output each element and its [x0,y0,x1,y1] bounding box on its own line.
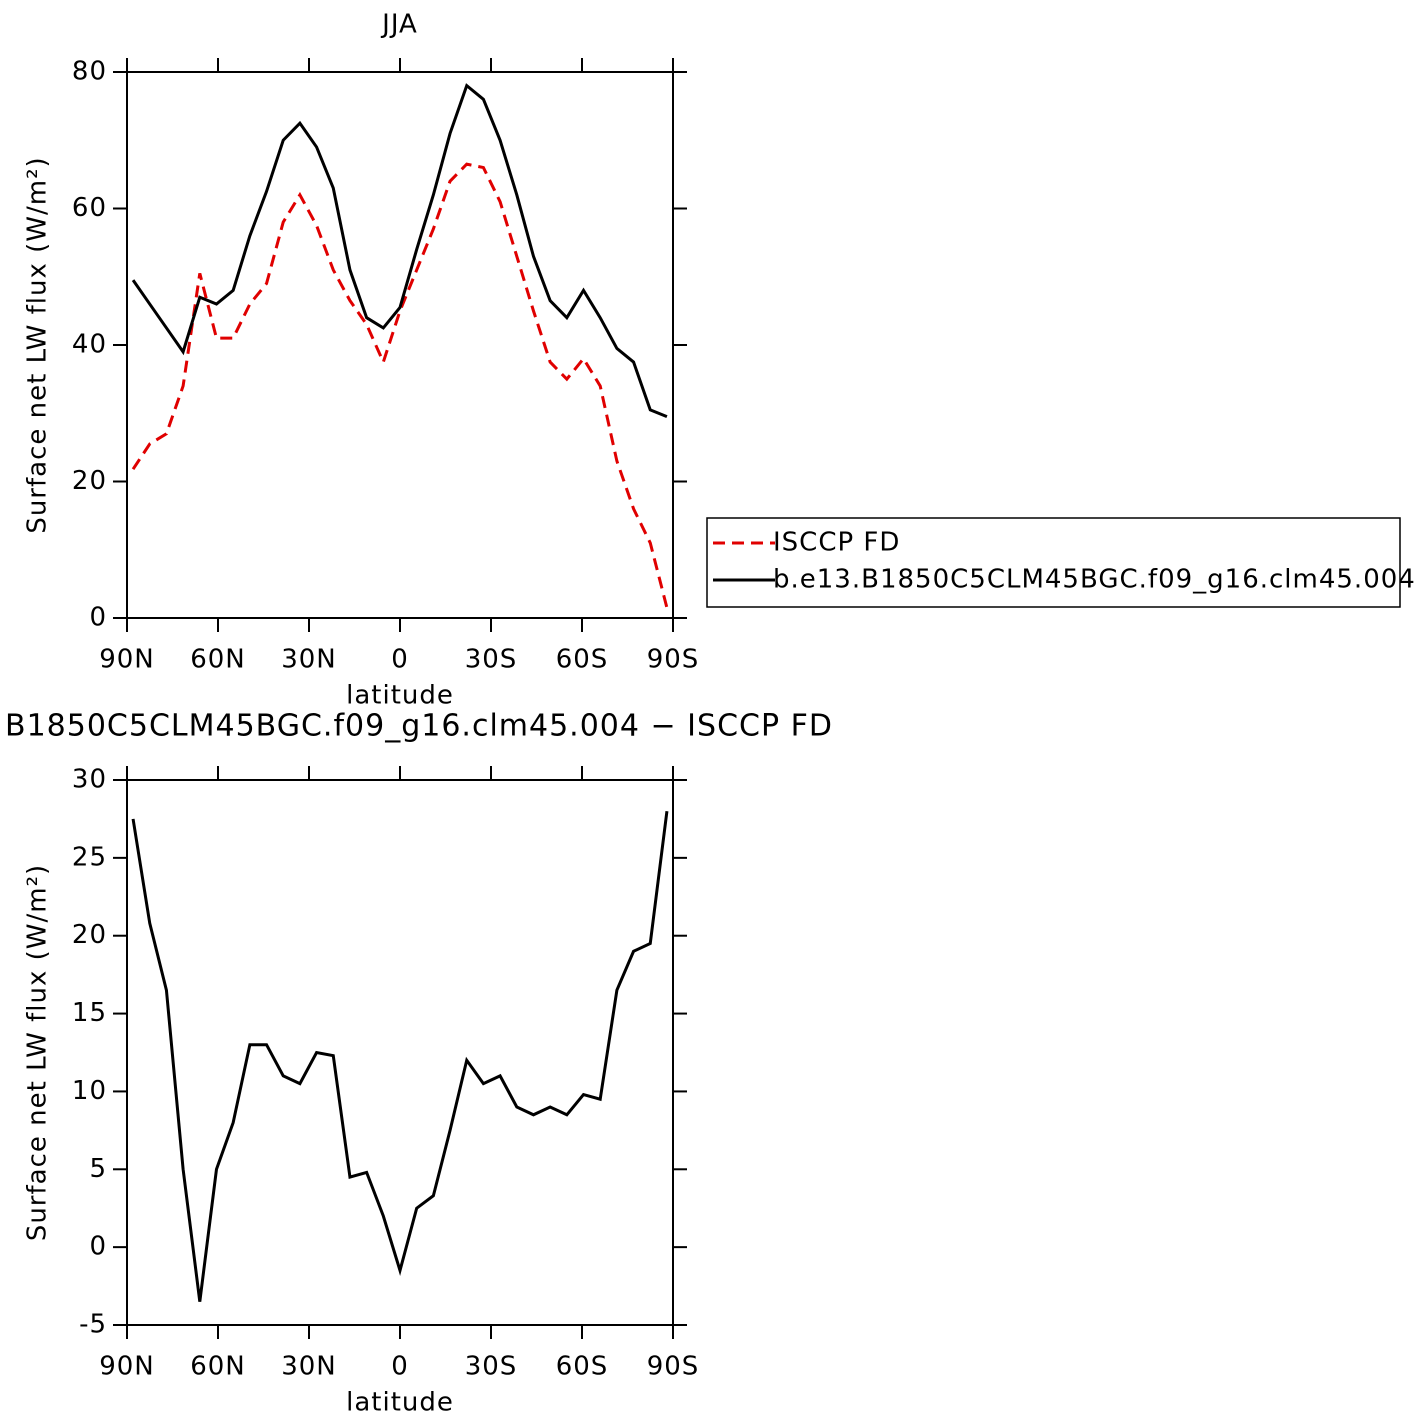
y-tick-label: 15 [72,998,107,1028]
x-tick-label: 0 [391,645,409,675]
y-tick-label: 60 [72,193,107,223]
series-line [131,162,669,609]
x-tick-label: 60S [556,645,609,675]
y-tick-label: 0 [89,603,107,633]
x-tick-label: 60S [556,1352,609,1382]
chart-title: JJA [380,10,418,40]
y-tick-label: 40 [72,330,107,360]
legend-label: ISCCP FD [773,528,900,558]
x-tick-label: 90S [647,645,700,675]
x-tick-label: 60N [190,1352,246,1382]
y-axis-label: Surface net LW flux (W/m²) [23,864,53,1241]
x-tick-label: 60N [190,645,246,675]
x-tick-label: 30S [465,1352,518,1382]
y-tick-label: 5 [89,1154,107,1184]
x-tick-label: 90S [647,1352,700,1382]
x-axis-label: latitude [346,1388,454,1418]
x-tick-label: 0 [391,1352,409,1382]
y-tick-label: 25 [72,842,107,872]
plot-frame [126,779,674,1326]
y-tick-label: 0 [89,1232,107,1262]
y-tick-label: -5 [79,1310,107,1340]
chart-title: B1850C5CLM45BGC.f09_g16.clm45.004 − ISCC… [5,709,833,744]
y-tick-label: 10 [72,1076,107,1106]
x-tick-label: 90N [99,645,155,675]
y-tick-label: 20 [72,920,107,950]
y-axis-label: Surface net LW flux (W/m²) [23,156,53,533]
x-tick-label: 30N [281,645,337,675]
x-axis-label: latitude [346,681,454,711]
series-line [131,83,668,419]
x-tick-label: 30N [281,1352,337,1382]
x-tick-label: 90N [99,1352,155,1382]
legend-label: b.e13.B1850C5CLM45BGC.f09_g16.clm45.004 [773,565,1416,595]
legend-box [706,517,1401,608]
series-line [131,810,669,1302]
y-tick-label: 30 [72,765,107,795]
x-tick-label: 30S [465,645,518,675]
plot-frame [126,71,674,619]
y-tick-label: 80 [72,57,107,87]
y-tick-label: 20 [72,466,107,496]
